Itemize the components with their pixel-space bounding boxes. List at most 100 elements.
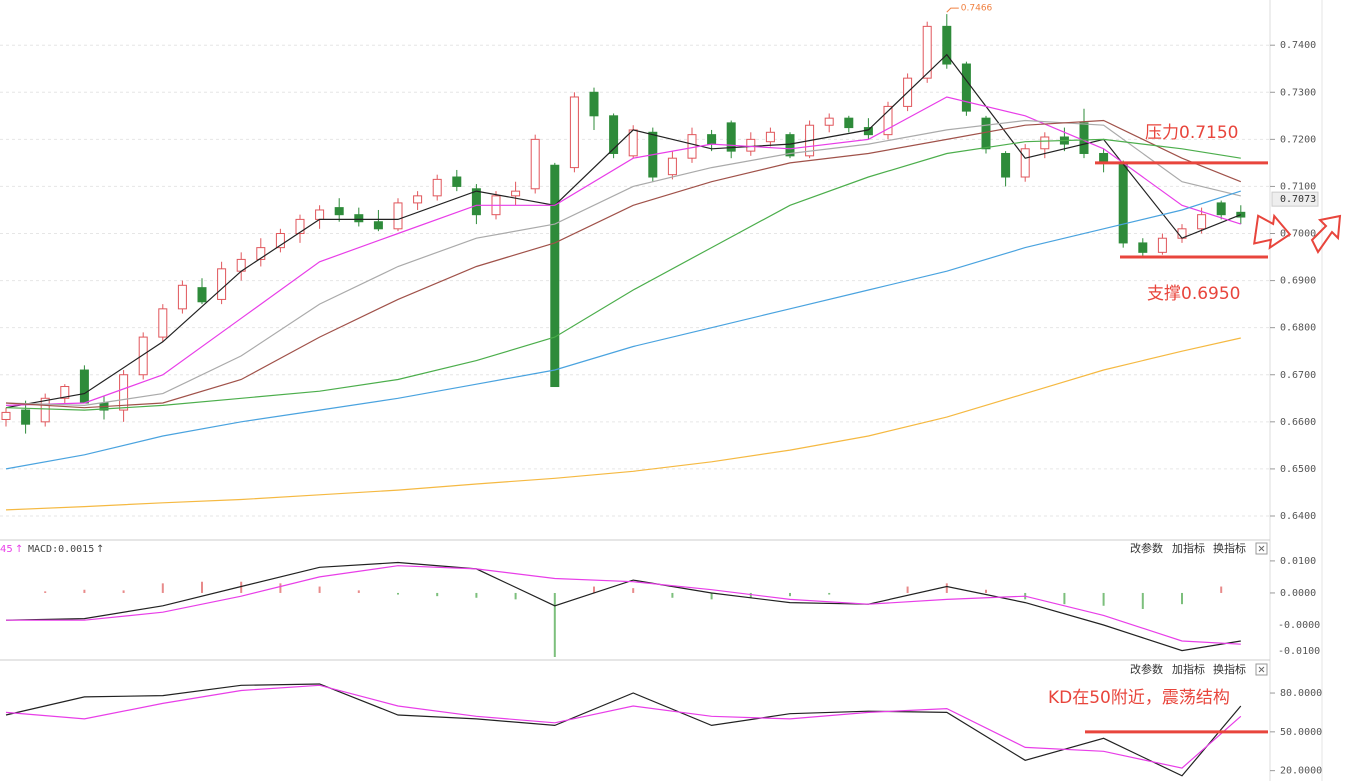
candle-body — [726, 122, 736, 152]
panel-button[interactable]: 改参数 — [1130, 662, 1163, 676]
indicator-line — [5, 119, 1242, 409]
candle-body — [1020, 148, 1030, 178]
candle-body — [432, 178, 442, 197]
candle-body — [295, 218, 305, 235]
candle-body — [667, 157, 677, 176]
candle-body — [589, 91, 599, 117]
current-price-label: 0.7073 — [1280, 194, 1316, 205]
candle-body — [1216, 202, 1226, 216]
y-tick-label: 0.6400 — [1280, 511, 1316, 522]
indicator-line — [5, 53, 1242, 409]
y-tick-label: 0.0000 — [1280, 588, 1316, 599]
indicator-line — [5, 190, 1241, 470]
candle-body — [79, 369, 89, 404]
indicator-line — [5, 337, 1241, 511]
high-marker — [946, 7, 959, 13]
y-tick-label: 0.6900 — [1280, 276, 1316, 287]
candle-body — [471, 188, 481, 216]
candle-body — [60, 386, 70, 399]
candle-body — [452, 176, 462, 187]
candle-body — [530, 138, 540, 190]
candle-body — [40, 397, 50, 423]
arrow-right — [1253, 213, 1292, 250]
y-tick-label: 0.7100 — [1280, 181, 1316, 192]
high-label: 0.7466 — [961, 4, 993, 14]
candle-body — [177, 284, 187, 310]
y-tick-label: 80.0000 — [1280, 688, 1322, 699]
macd-arrow: ↑ — [96, 544, 104, 555]
indicator-line — [5, 684, 1242, 769]
candle-body — [393, 202, 403, 230]
candle-body — [119, 374, 129, 411]
candle-body — [1001, 152, 1011, 178]
y-tick-label: 0.7400 — [1280, 40, 1316, 51]
y-tick-label: 0.6500 — [1280, 464, 1316, 475]
candle-body — [961, 63, 971, 112]
candle-body — [138, 336, 148, 376]
indicator-line — [5, 96, 1241, 406]
y-tick-label: 0.6600 — [1280, 417, 1316, 428]
candle-body — [785, 134, 795, 157]
candle-body — [765, 131, 775, 143]
candle-body — [922, 25, 932, 79]
candle-body — [1236, 211, 1246, 218]
level-label: 支撑0.6950 — [1147, 284, 1240, 304]
candle-body — [21, 409, 31, 425]
level-label: 压力0.7150 — [1145, 123, 1238, 143]
candle-body — [569, 96, 579, 169]
current-price-box — [1271, 191, 1319, 207]
candle-body — [609, 115, 619, 154]
panel-button[interactable]: 换指标 — [1213, 541, 1246, 555]
panel-button[interactable]: 改参数 — [1130, 541, 1163, 555]
macd-period: 45 — [0, 544, 13, 555]
y-tick-label: 0.7000 — [1280, 229, 1316, 240]
arrow-up-right — [1310, 214, 1342, 254]
candle-body — [158, 308, 168, 338]
candle-body — [511, 190, 521, 197]
y-tick-label: 20.0000 — [1280, 766, 1322, 777]
candle-body — [628, 129, 638, 157]
candle-body — [1040, 136, 1050, 150]
panel-button[interactable]: 换指标 — [1213, 662, 1246, 676]
candle-body — [354, 214, 364, 223]
candle-body — [707, 134, 717, 145]
candle-body — [883, 105, 893, 136]
macd-arrow: ↑ — [15, 544, 23, 555]
indicator-line — [5, 138, 1241, 411]
candle-body — [217, 268, 227, 300]
indicator-line — [5, 561, 1241, 652]
candle-body — [550, 164, 560, 388]
candle-body — [746, 138, 756, 152]
indicator-line — [5, 683, 1242, 777]
y-tick-label: -0.0000 — [1278, 620, 1320, 631]
candle-body — [1, 411, 11, 420]
indicator-line — [5, 119, 1241, 407]
candle-body — [256, 247, 266, 260]
candle-body — [1138, 242, 1148, 253]
candle-body — [1118, 162, 1128, 244]
y-tick-label: 0.6800 — [1280, 323, 1316, 334]
macd-value: MACD:0.0015 — [28, 544, 94, 555]
y-tick-label: 0.6700 — [1280, 370, 1316, 381]
y-tick-label: 50.0000 — [1280, 727, 1322, 738]
candle-body — [863, 127, 873, 136]
candle-body — [844, 117, 854, 129]
candle-body — [824, 117, 834, 126]
y-tick-label: 0.0100 — [1280, 556, 1316, 567]
panel-button[interactable]: 加指标 — [1172, 541, 1205, 555]
y-tick-label: 0.7200 — [1280, 134, 1316, 145]
panel-button[interactable]: 加指标 — [1172, 662, 1205, 676]
candle-body — [1197, 214, 1207, 230]
indicator-line — [6, 565, 1241, 645]
candle-body — [334, 207, 344, 216]
y-tick-label: -0.0100 — [1278, 646, 1320, 657]
candle-body — [981, 117, 991, 150]
candle-body — [687, 134, 697, 159]
candle-body — [413, 195, 423, 204]
candle-body — [315, 209, 325, 220]
candle-body — [1079, 122, 1089, 154]
candle-body — [1157, 237, 1167, 253]
